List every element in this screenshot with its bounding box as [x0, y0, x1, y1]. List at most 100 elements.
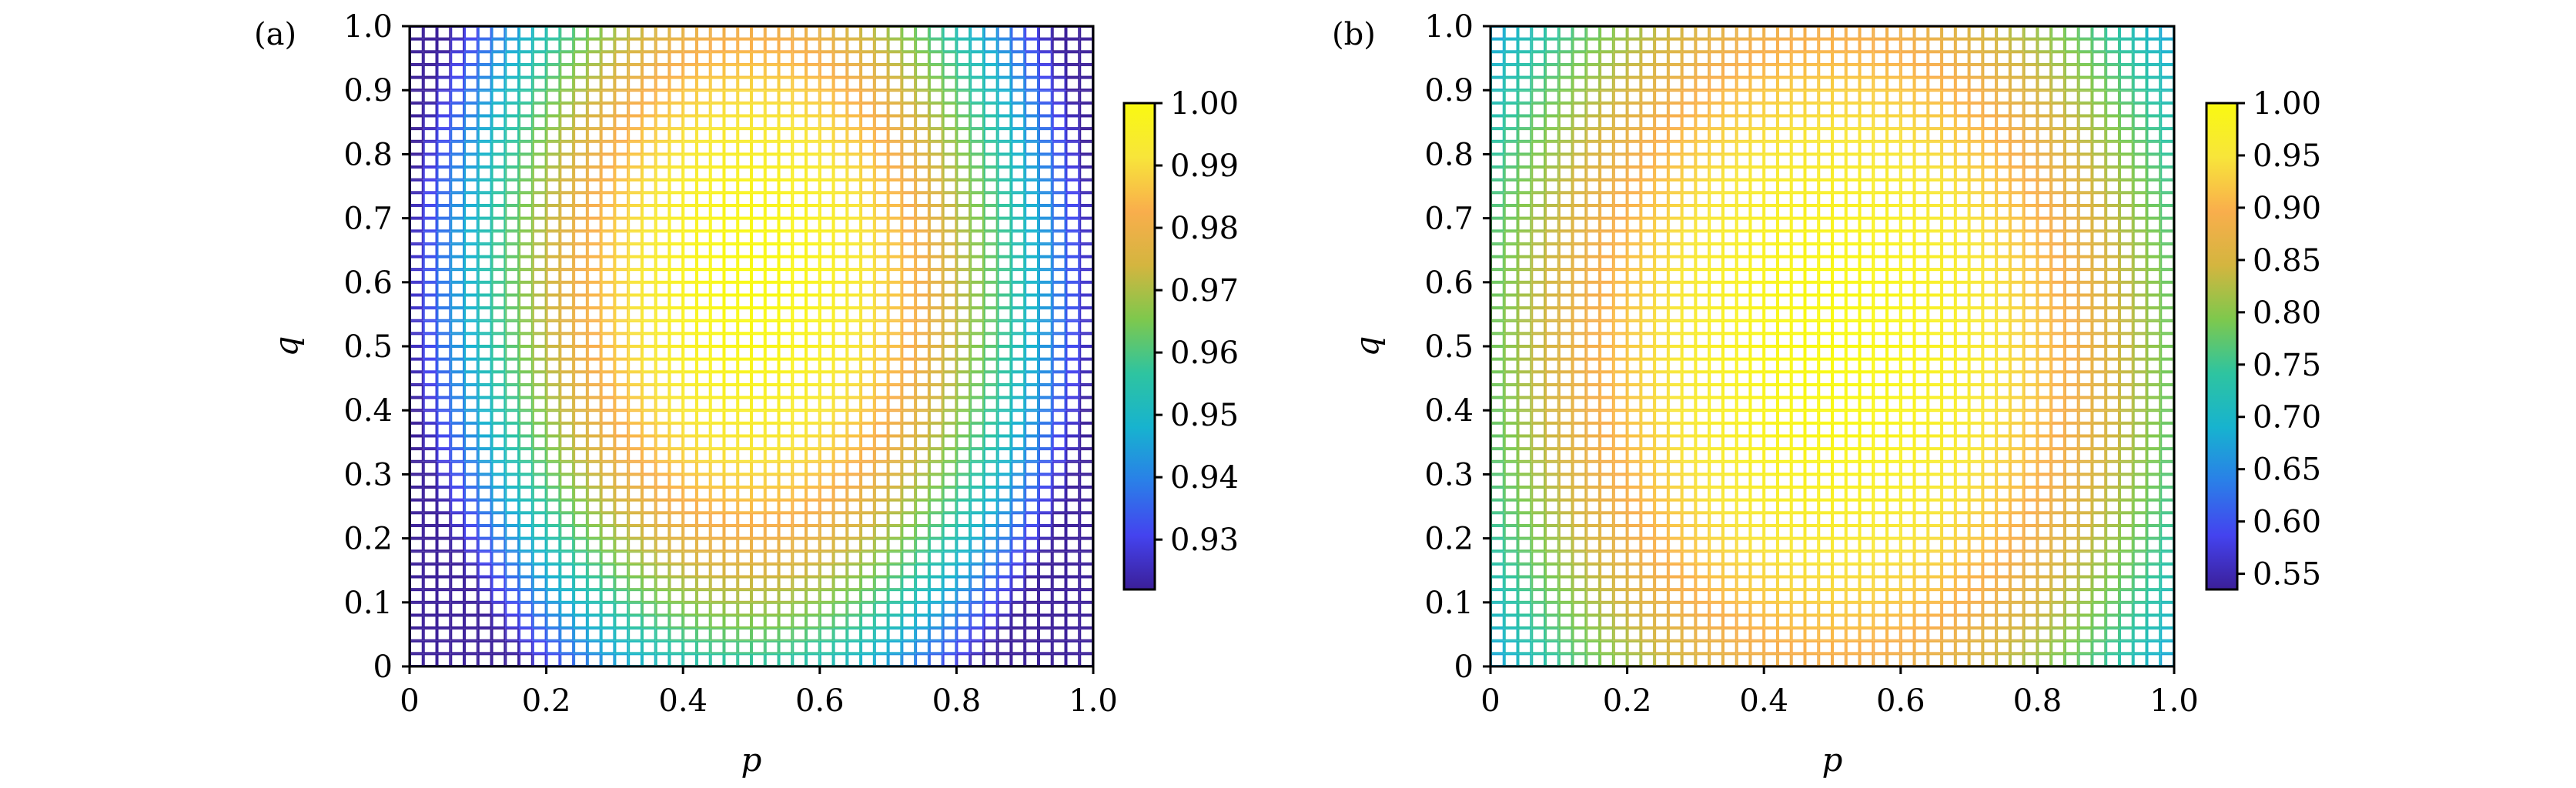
heatmap-cell: [1011, 602, 1025, 616]
heatmap-cell: [423, 384, 437, 398]
heatmap-cell: [1969, 320, 1983, 334]
heatmap-cell: [1845, 295, 1860, 309]
heatmap-cell: [1011, 461, 1025, 475]
heatmap-cell: [724, 243, 738, 257]
heatmap-cell: [574, 231, 587, 244]
heatmap-cell: [1011, 231, 1025, 244]
heatmap-cell: [1490, 38, 1504, 52]
heatmap-cell: [778, 192, 793, 205]
heatmap-cell: [1914, 179, 1929, 193]
heatmap-cell: [1558, 115, 1573, 129]
heatmap-cell: [1545, 487, 1559, 500]
heatmap-cell: [1681, 487, 1696, 500]
heatmap-cell: [2119, 576, 2133, 590]
heatmap-cell: [970, 461, 984, 475]
heatmap-cell: [1586, 397, 1601, 411]
heatmap-cell: [477, 243, 492, 257]
heatmap-cell: [1668, 38, 1682, 52]
heatmap-cell: [450, 359, 465, 372]
heatmap-cell: [983, 256, 998, 270]
heatmap-cell: [410, 141, 423, 155]
heatmap-cell: [710, 38, 724, 52]
heatmap-cell: [1613, 269, 1628, 282]
heatmap-cell: [1859, 141, 1874, 155]
heatmap-cell: [1736, 102, 1751, 116]
heatmap-cell: [1969, 422, 1983, 436]
heatmap-cell: [2037, 90, 2052, 103]
heatmap-cell: [724, 422, 738, 436]
heatmap-cell: [833, 115, 848, 129]
heatmap-cell: [1627, 333, 1641, 346]
heatmap-cell: [2092, 576, 2106, 590]
heatmap-cell: [505, 551, 520, 564]
heatmap-cell: [614, 487, 629, 500]
heatmap-cell: [574, 295, 587, 309]
heatmap-cell: [983, 602, 998, 616]
heatmap-cell: [683, 320, 697, 334]
heatmap-cell: [1914, 563, 1929, 577]
heatmap-cell: [2133, 333, 2147, 346]
heatmap-cell: [1038, 449, 1052, 462]
heatmap-cell: [601, 640, 615, 654]
heatmap-cell: [751, 308, 765, 321]
heatmap-cell: [1969, 141, 1983, 155]
heatmap-cell: [1818, 141, 1832, 155]
heatmap-cell: [1627, 52, 1641, 65]
heatmap-cell: [1613, 576, 1628, 590]
heatmap-cell: [1722, 436, 1737, 449]
heatmap-cell: [1066, 563, 1080, 577]
heatmap-cell: [1681, 474, 1696, 488]
heatmap-cell: [491, 26, 506, 39]
heatmap-cell: [2078, 499, 2093, 513]
colorbar-tick-label: 0.95: [1170, 398, 1239, 433]
heatmap-cell: [1531, 474, 1546, 488]
heatmap-cell: [2119, 64, 2133, 78]
heatmap-cell: [1641, 602, 1655, 616]
heatmap-cell: [1572, 26, 1587, 39]
heatmap-cell: [1942, 102, 1955, 116]
heatmap-cell: [1586, 538, 1601, 552]
heatmap-cell: [710, 602, 724, 616]
heatmap-cell: [601, 422, 615, 436]
heatmap-cell: [546, 602, 560, 616]
heatmap-cell: [792, 231, 807, 244]
heatmap-cell: [1887, 243, 1901, 257]
heatmap-cell: [1818, 179, 1832, 193]
heatmap-cell: [1750, 77, 1765, 91]
heatmap-cell: [1490, 77, 1504, 91]
heatmap-cell: [1736, 525, 1751, 539]
heatmap-cell: [1969, 52, 1983, 65]
heatmap-cell: [696, 346, 711, 359]
heatmap-cell: [806, 192, 820, 205]
heatmap-cell: [738, 38, 751, 52]
heatmap-cell: [669, 563, 684, 577]
heatmap-cell: [587, 64, 601, 78]
heatmap-cell: [2133, 243, 2147, 257]
heatmap-cell: [2051, 563, 2065, 577]
heatmap-cell: [628, 205, 642, 219]
heatmap-cell: [1942, 320, 1955, 334]
heatmap-cell: [1887, 167, 1901, 180]
heatmap-cell: [2119, 167, 2133, 180]
heatmap-cell: [1627, 499, 1641, 513]
heatmap-cell: [2146, 628, 2161, 641]
heatmap-cell: [641, 359, 656, 372]
heatmap-cell: [1038, 64, 1052, 78]
heatmap-cell: [997, 52, 1012, 65]
heatmap-cell: [1668, 359, 1682, 372]
heatmap-cell: [2023, 243, 2038, 257]
heatmap-cell: [1873, 167, 1888, 180]
heatmap-cell: [1079, 384, 1093, 398]
heatmap-cell: [1545, 640, 1559, 654]
heatmap-cell: [601, 333, 615, 346]
heatmap-cell: [641, 474, 656, 488]
heatmap-cell: [464, 513, 478, 526]
heatmap-cell: [1613, 167, 1628, 180]
heatmap-cell: [1627, 218, 1641, 232]
heatmap-cell: [477, 269, 492, 282]
heatmap-cell: [1845, 38, 1860, 52]
heatmap-cell: [505, 154, 520, 168]
heatmap-cell: [2023, 90, 2038, 103]
heatmap-cell: [710, 218, 724, 232]
heatmap-cell: [2009, 513, 2024, 526]
